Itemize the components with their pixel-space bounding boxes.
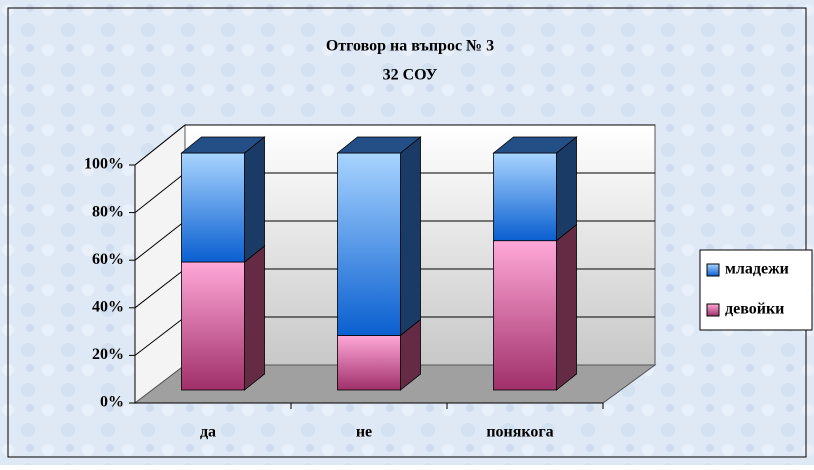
- y-tick-label: 0%: [100, 394, 124, 411]
- bar: [181, 152, 245, 263]
- legend-label: девойки: [725, 301, 784, 318]
- x-tick-label: да: [200, 424, 216, 441]
- y-tick-label: 100%: [84, 156, 124, 173]
- bar-side: [244, 136, 265, 263]
- legend-swatch: [706, 303, 720, 317]
- y-tick-label: 60%: [92, 251, 124, 268]
- side-wall: [134, 123, 186, 405]
- bar-top: [180, 136, 266, 154]
- legend-swatch: [706, 263, 720, 277]
- bar: [493, 240, 557, 391]
- grid-line: [134, 316, 186, 356]
- bar: [181, 261, 245, 391]
- x-tick-label: понякога: [486, 424, 553, 441]
- bar-side: [556, 136, 577, 242]
- chart-subtitle: 32 СОУ: [383, 67, 438, 84]
- y-tick-label: 80%: [92, 203, 124, 220]
- bar-side: [244, 245, 265, 391]
- bar: [493, 152, 557, 242]
- grid-line: [134, 268, 186, 309]
- y-tick-label: 20%: [92, 346, 124, 363]
- legend-label: младежи: [725, 261, 789, 278]
- bar-side: [400, 136, 421, 337]
- chart-border: [7, 7, 807, 458]
- bar-top: [492, 136, 578, 154]
- bar: [337, 335, 401, 391]
- grid-line: [134, 172, 186, 213]
- x-tick-label: не: [356, 424, 372, 441]
- bar-side: [556, 223, 577, 391]
- grid-line: [134, 124, 186, 166]
- chart-title: Отговор на въпрос № 3: [326, 38, 494, 55]
- bar-top: [336, 136, 422, 154]
- legend: [699, 249, 813, 331]
- grid-line: [134, 220, 186, 261]
- y-tick-label: 40%: [92, 298, 124, 315]
- bar: [337, 152, 401, 336]
